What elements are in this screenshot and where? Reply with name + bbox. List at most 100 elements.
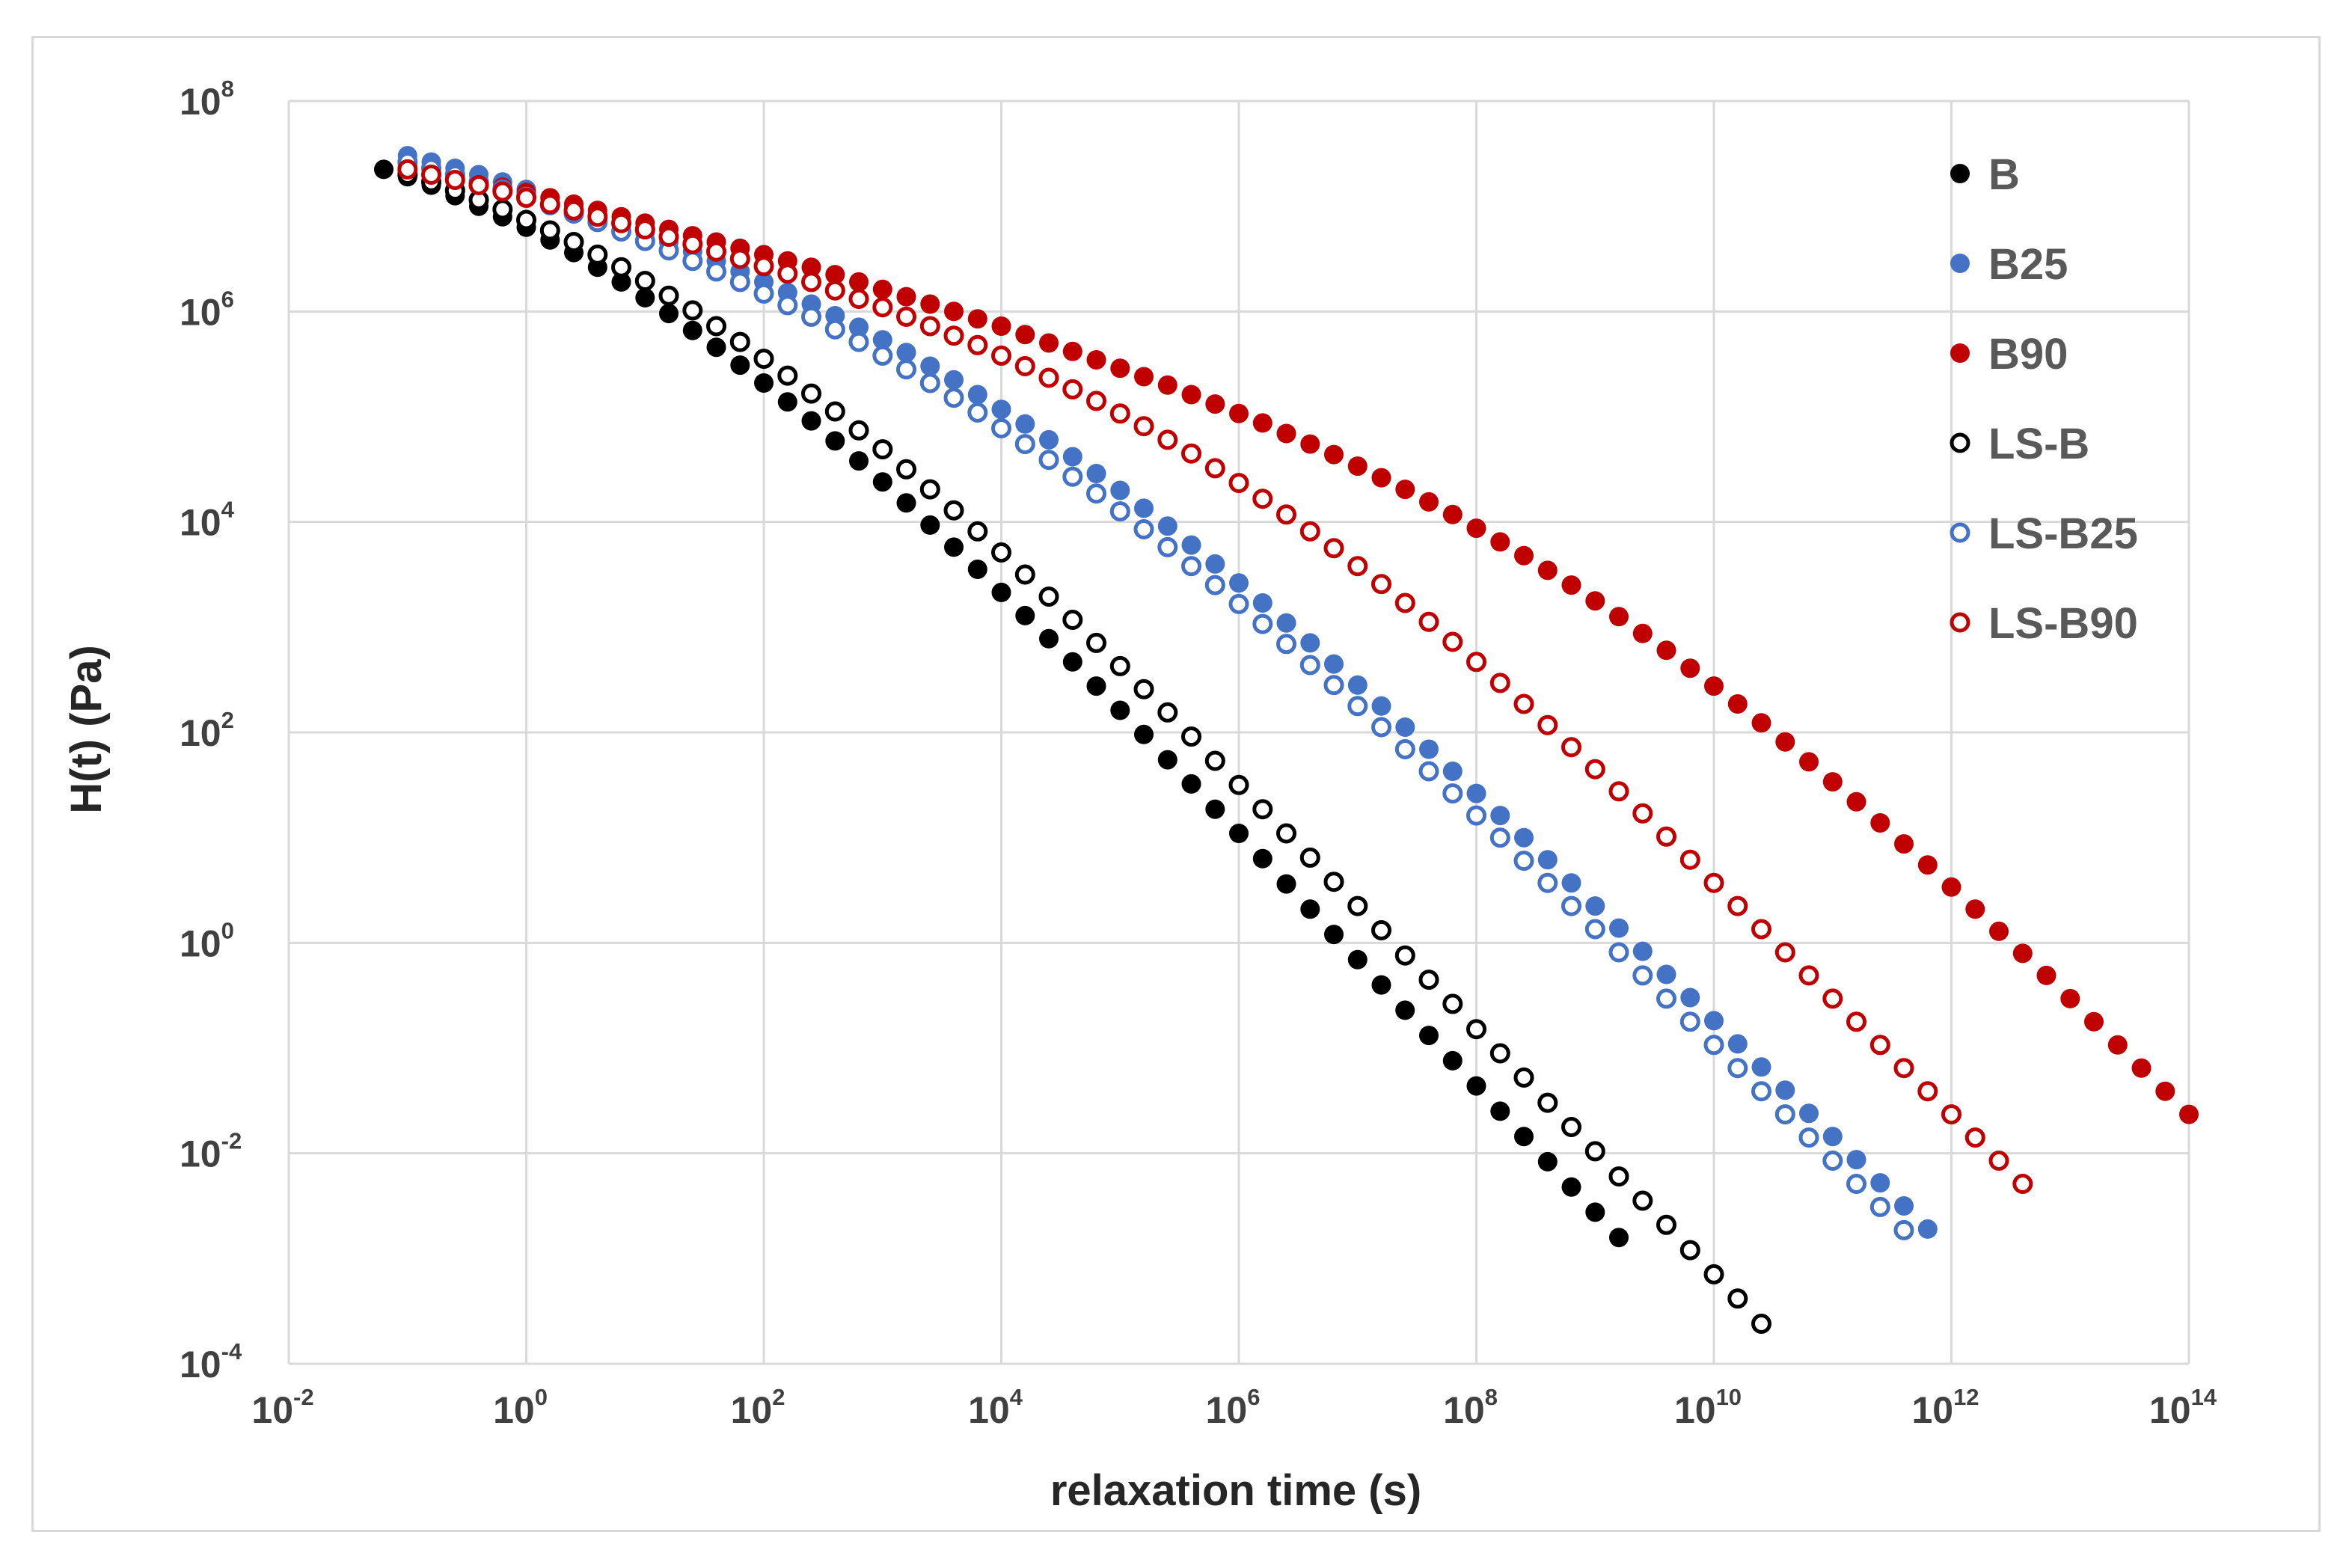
data-point: [492, 199, 513, 220]
data-point: [1157, 750, 1177, 770]
data-point: [1798, 1127, 1819, 1148]
data-point: [1846, 1150, 1866, 1170]
data-point: [1418, 970, 1439, 990]
data-point: [824, 319, 845, 340]
data-point: [729, 331, 750, 352]
data-point: [539, 194, 560, 215]
data-point: [1466, 518, 1486, 539]
x-tick-label: 1010: [1674, 1384, 1742, 1431]
data-point: [2012, 1174, 2033, 1194]
data-point: [896, 343, 916, 363]
data-point: [516, 187, 536, 208]
data-point: [1371, 574, 1391, 595]
data-point: [730, 355, 750, 376]
data-point: [896, 459, 916, 480]
data-point: [1110, 358, 1130, 379]
data-point: [754, 373, 774, 393]
data-point: [801, 306, 821, 327]
data-point: [1514, 545, 1534, 566]
data-point: [1086, 483, 1106, 504]
data-point: [1299, 655, 1320, 676]
data-point: [1490, 1101, 1510, 1121]
data-point: [374, 159, 393, 180]
data-point: [1846, 1174, 1866, 1194]
data-point: [919, 479, 940, 500]
legend-item-b25: B25: [1950, 240, 2068, 289]
data-point: [753, 283, 774, 304]
data-point: [801, 257, 821, 278]
data-point: [1514, 827, 1534, 848]
x-tick-label: 10-2: [251, 1384, 313, 1431]
data-point: [1799, 1103, 1819, 1124]
data-point: [1229, 403, 1249, 423]
data-point: [1989, 921, 2009, 941]
data-point: [1537, 850, 1558, 870]
data-point: [1252, 799, 1273, 820]
legend: B B25 B90 LS-B LS-B25 LS-B90: [1950, 150, 2138, 648]
data-point: [777, 392, 797, 412]
data-point: [1133, 679, 1154, 699]
data-point: [1038, 587, 1059, 607]
data-point: [1656, 826, 1676, 847]
data-point: [492, 181, 513, 202]
data-point: [777, 295, 798, 316]
data-point: [1513, 851, 1534, 872]
data-point: [682, 300, 703, 321]
data-point: [1893, 1058, 1914, 1079]
data-point: [1395, 717, 1415, 737]
data-point: [1727, 1034, 1748, 1054]
data-point: [468, 175, 489, 195]
data-point: [1323, 675, 1344, 696]
data-point: [1181, 726, 1201, 747]
y-tick-label: 102: [180, 707, 234, 754]
y-axis-label: H(t) (Pa): [62, 645, 111, 814]
data-point: [1419, 1026, 1439, 1046]
data-point: [1680, 658, 1700, 679]
data-point: [991, 345, 1011, 366]
data-point: [944, 370, 964, 390]
data-point: [1632, 623, 1653, 643]
data-point: [872, 472, 892, 492]
data-point: [1679, 849, 1700, 870]
y-tick-label: 10-2: [180, 1128, 242, 1175]
series-ls-b: [397, 165, 1771, 1334]
data-point: [1727, 694, 1748, 714]
data-point: [1014, 434, 1035, 455]
data-point: [753, 349, 774, 370]
data-point: [1347, 675, 1368, 695]
legend-label: B: [1988, 150, 2020, 199]
data-point: [1537, 872, 1558, 893]
data-point: [1299, 847, 1320, 868]
x-axis-ticks: 10-2 100 102 104 106 108 1010 1012 1014: [251, 1384, 2217, 1431]
data-point: [943, 500, 964, 521]
data-point: [1751, 1081, 1771, 1102]
data-point: [1229, 824, 1249, 843]
data-point: [872, 297, 893, 318]
data-point: [1015, 325, 1035, 345]
data-point: [1988, 1151, 2009, 1171]
data-point: [849, 317, 869, 337]
data-point: [872, 439, 893, 460]
data-point: [1442, 504, 1463, 524]
data-point: [444, 170, 465, 190]
data-point: [1846, 1011, 1866, 1032]
data-point: [1869, 1196, 1890, 1217]
data-point: [967, 385, 987, 405]
data-point: [1703, 1264, 1724, 1284]
data-point: [2012, 943, 2033, 964]
data-point: [1181, 556, 1201, 577]
data-point: [1300, 899, 1320, 919]
data-point: [2107, 1035, 2128, 1055]
data-point: [967, 309, 987, 329]
data-point: [824, 280, 845, 301]
data-point: [967, 334, 988, 355]
data-point: [682, 251, 703, 272]
data-point: [1727, 895, 1748, 916]
legend-label: B90: [1988, 330, 2068, 379]
data-point: [1394, 945, 1415, 966]
data-point: [1228, 593, 1249, 614]
data-point: [1466, 652, 1486, 673]
data-point: [1489, 827, 1510, 848]
legend-marker: [1950, 254, 1970, 273]
data-point: [706, 261, 726, 282]
